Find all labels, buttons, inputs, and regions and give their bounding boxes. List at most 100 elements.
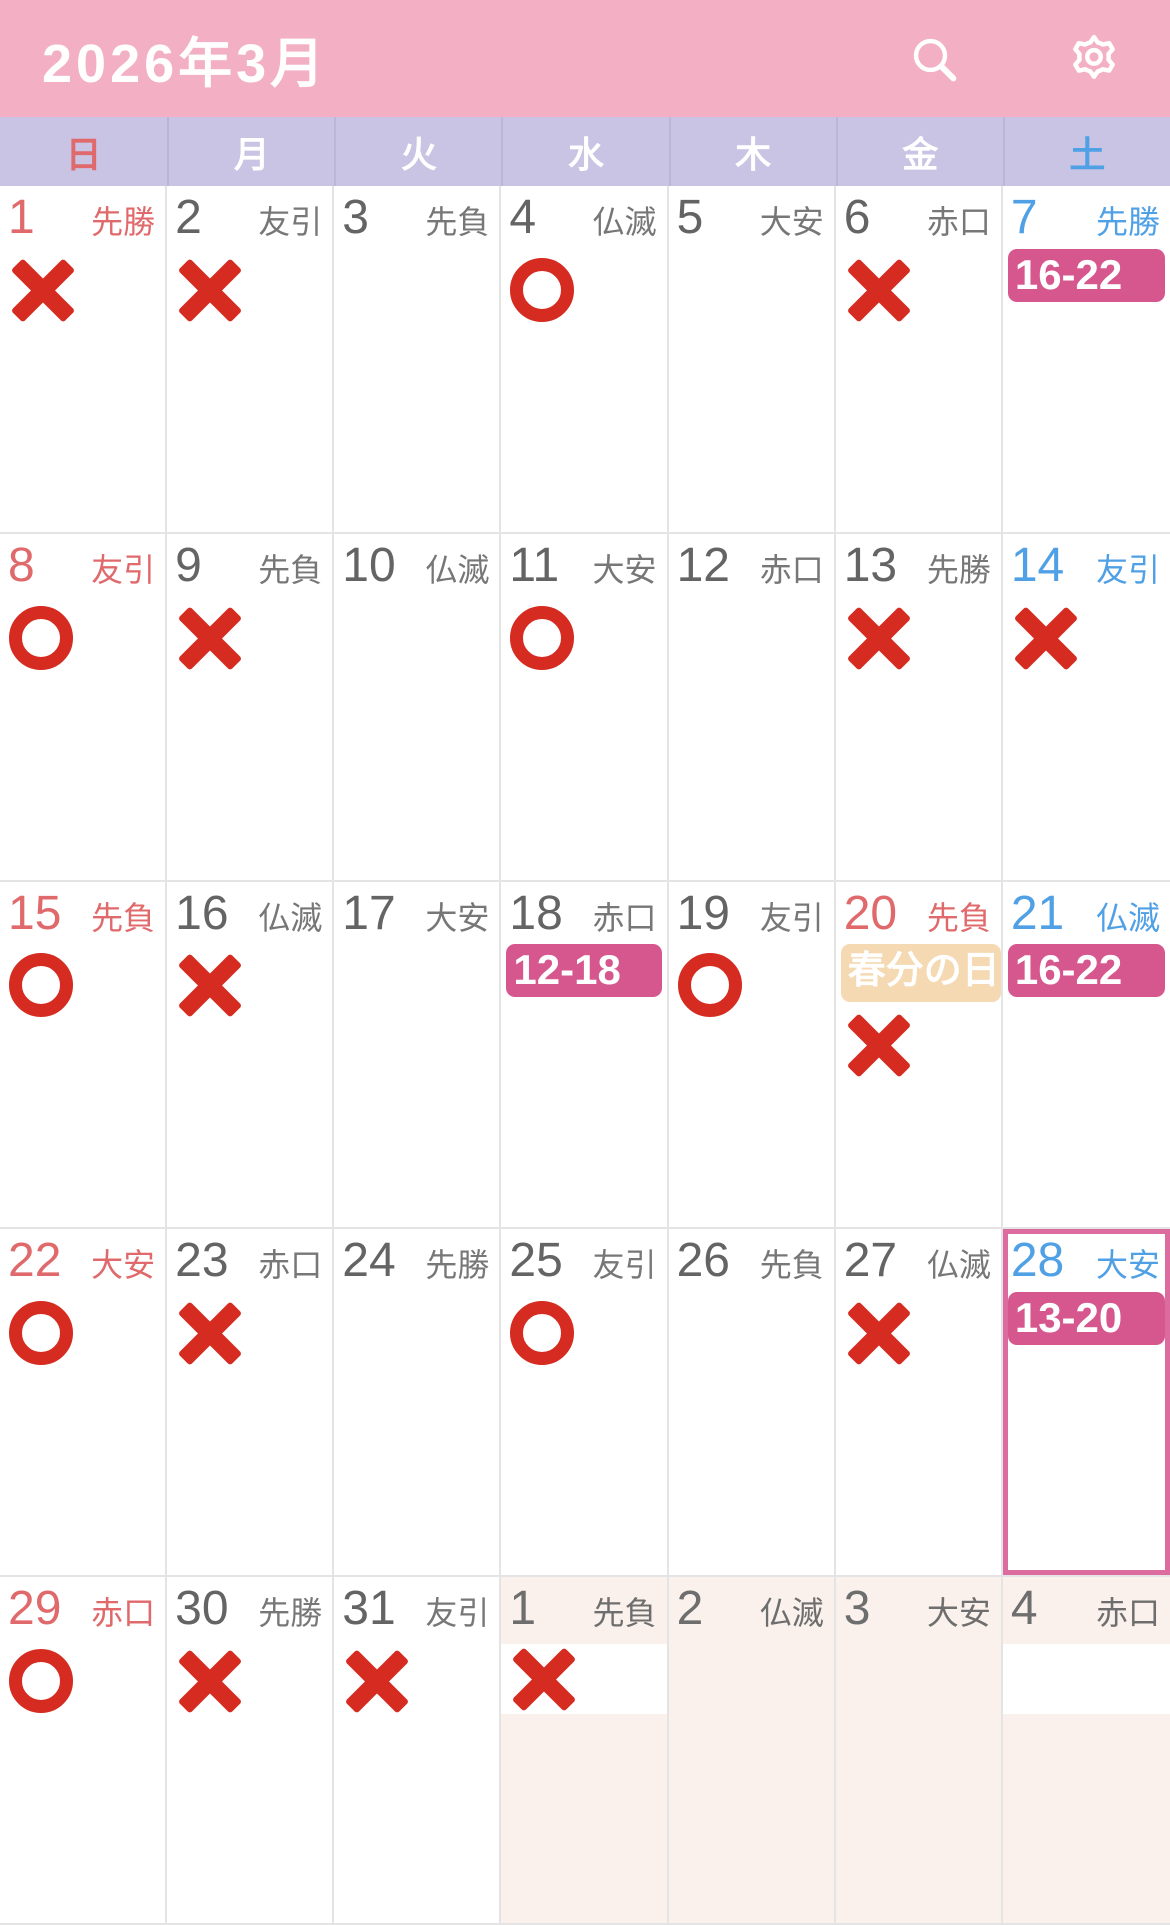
day-cell[interactable]: 26 先負 bbox=[668, 1229, 836, 1578]
day-cell[interactable]: 27 仏滅 bbox=[835, 1229, 1003, 1578]
cross-mark-icon bbox=[176, 1299, 244, 1367]
mark-row bbox=[0, 603, 165, 673]
day-cell[interactable]: 29 赤口 bbox=[0, 1577, 168, 1925]
day-cell[interactable]: 22 大安 bbox=[0, 1229, 168, 1578]
cross-mark-icon bbox=[845, 256, 913, 324]
day-cell[interactable]: 12 赤口 bbox=[668, 533, 836, 882]
day-number: 13 bbox=[843, 538, 898, 592]
day-number: 17 bbox=[342, 886, 396, 940]
day-cell-head: 11 大安 bbox=[501, 534, 666, 595]
weekday-header-row: 日 月火水木金土 bbox=[0, 117, 1170, 186]
day-number: 20 bbox=[843, 886, 898, 940]
day-number: 18 bbox=[509, 886, 563, 940]
day-cell[interactable]: 11 大安 bbox=[501, 533, 669, 882]
day-cell-head: 7 先勝 bbox=[1003, 186, 1170, 247]
day-cell-head: 25 友引 bbox=[501, 1229, 666, 1290]
day-cell-head: 16 仏滅 bbox=[167, 882, 332, 943]
mark-row bbox=[836, 255, 1001, 325]
mark-row bbox=[0, 1298, 165, 1368]
day-number: 10 bbox=[342, 538, 396, 592]
search-button[interactable] bbox=[902, 27, 966, 91]
circle-mark-icon bbox=[9, 605, 73, 670]
day-cell[interactable]: 4 仏滅 bbox=[501, 186, 669, 534]
weekday-header: 金 bbox=[835, 117, 1003, 186]
day-cell-head: 19 友引 bbox=[669, 882, 834, 943]
circle-mark-icon bbox=[510, 605, 575, 670]
day-cell[interactable]: 9 先負 bbox=[167, 533, 335, 882]
day-cell[interactable]: 7 先勝 16-22 bbox=[1002, 186, 1170, 534]
day-number: 5 bbox=[676, 191, 704, 244]
day-cell[interactable]: 5 大安 bbox=[668, 186, 836, 534]
weekday-header: 月 bbox=[167, 117, 334, 186]
day-number: 26 bbox=[676, 1234, 730, 1288]
day-cell[interactable]: 30 先勝 bbox=[167, 1577, 335, 1925]
day-cell-head: 14 友引 bbox=[1003, 534, 1170, 595]
day-cell[interactable]: 1 先勝 bbox=[0, 186, 168, 534]
day-cell[interactable]: 14 友引 bbox=[1002, 533, 1170, 882]
rokuyo-label: 仏滅 bbox=[1095, 899, 1160, 936]
mark-row bbox=[167, 255, 332, 325]
day-number: 3 bbox=[843, 1582, 871, 1636]
day-cell[interactable]: 24 先勝 bbox=[334, 1229, 502, 1578]
day-number: 27 bbox=[843, 1234, 898, 1288]
day-cell-head: 3 大安 bbox=[836, 1577, 1001, 1638]
rokuyo-label: 先負 bbox=[91, 899, 156, 936]
day-cell[interactable]: 23 赤口 bbox=[167, 1229, 335, 1578]
day-number: 2 bbox=[175, 191, 202, 244]
cross-mark-icon bbox=[176, 604, 244, 672]
rokuyo-label: 赤口 bbox=[592, 899, 657, 936]
settings-button[interactable] bbox=[1062, 27, 1126, 91]
day-cell[interactable]: 28 大安 13-20 bbox=[1002, 1229, 1170, 1578]
day-cell[interactable]: 8 友引 bbox=[0, 533, 168, 882]
rokuyo-label: 赤口 bbox=[258, 1247, 323, 1284]
rokuyo-label: 先勝 bbox=[926, 551, 991, 588]
day-cell[interactable]: 21 仏滅 16-22 bbox=[1002, 881, 1170, 1230]
cross-mark-icon bbox=[845, 604, 913, 672]
day-cell[interactable]: 31 友引 bbox=[334, 1577, 502, 1925]
day-number: 28 bbox=[1010, 1234, 1065, 1288]
mark-row bbox=[0, 950, 165, 1020]
day-cell[interactable]: 16 仏滅 bbox=[167, 881, 335, 1230]
rokuyo-label: 友引 bbox=[759, 899, 824, 936]
day-number: 22 bbox=[8, 1234, 62, 1288]
next-month-band bbox=[1002, 1643, 1170, 1714]
day-cell[interactable]: 18 赤口 12-18 bbox=[501, 881, 669, 1230]
rokuyo-label: 大安 bbox=[425, 899, 490, 936]
day-cell-head: 20 先負 bbox=[836, 882, 1001, 943]
day-number: 1 bbox=[509, 1582, 537, 1636]
day-cell[interactable]: 2 友引 bbox=[167, 186, 335, 534]
day-cell[interactable]: 13 先勝 bbox=[835, 533, 1003, 882]
day-cell[interactable]: 4 赤口 bbox=[1002, 1577, 1170, 1925]
rokuyo-label: 赤口 bbox=[1095, 1595, 1160, 1632]
day-cell[interactable]: 15 先負 bbox=[0, 881, 168, 1230]
day-cell-head: 2 友引 bbox=[167, 186, 332, 247]
mark-row bbox=[501, 255, 666, 325]
day-number: 19 bbox=[676, 886, 730, 940]
day-cell[interactable]: 6 赤口 bbox=[835, 186, 1003, 534]
day-cell-head: 8 友引 bbox=[0, 534, 165, 595]
app-header: 2026年3月 bbox=[0, 0, 1170, 117]
calendar-grid: 1 先勝 2 友引 3 先負 4 仏滅 5 大安 6 赤口 7 先勝 16-22 8 友引 9 先負 10 仏滅 11 大安… bbox=[0, 186, 1170, 1925]
gear-icon bbox=[1066, 31, 1122, 87]
day-cell[interactable]: 3 大安 bbox=[835, 1577, 1003, 1925]
rokuyo-label: 大安 bbox=[592, 551, 657, 588]
day-cell[interactable]: 3 先負 bbox=[334, 186, 502, 534]
day-cell[interactable]: 2 仏滅 bbox=[668, 1577, 836, 1925]
day-cell[interactable]: 20 先負 春分の日 bbox=[835, 881, 1003, 1230]
holiday-badge: 春分の日 bbox=[840, 944, 1001, 1002]
rokuyo-label: 赤口 bbox=[759, 551, 824, 588]
cross-mark-icon bbox=[845, 1299, 913, 1367]
day-cell[interactable]: 17 大安 bbox=[334, 881, 502, 1230]
rokuyo-label: 先勝 bbox=[1095, 204, 1160, 240]
day-cell[interactable]: 10 仏滅 bbox=[334, 533, 502, 882]
day-cell-head: 27 仏滅 bbox=[836, 1229, 1001, 1290]
rokuyo-label: 先負 bbox=[759, 1247, 824, 1284]
day-cell-head: 1 先負 bbox=[501, 1577, 666, 1638]
weekday-header: 土 bbox=[1002, 117, 1170, 186]
day-cell[interactable]: 25 友引 bbox=[501, 1229, 669, 1578]
day-cell[interactable]: 1 先負 bbox=[501, 1577, 669, 1925]
cross-mark-icon bbox=[176, 1647, 244, 1715]
rokuyo-label: 先勝 bbox=[258, 1595, 323, 1632]
day-cell[interactable]: 19 友引 bbox=[668, 881, 836, 1230]
day-cell-head: 1 先勝 bbox=[0, 186, 165, 247]
